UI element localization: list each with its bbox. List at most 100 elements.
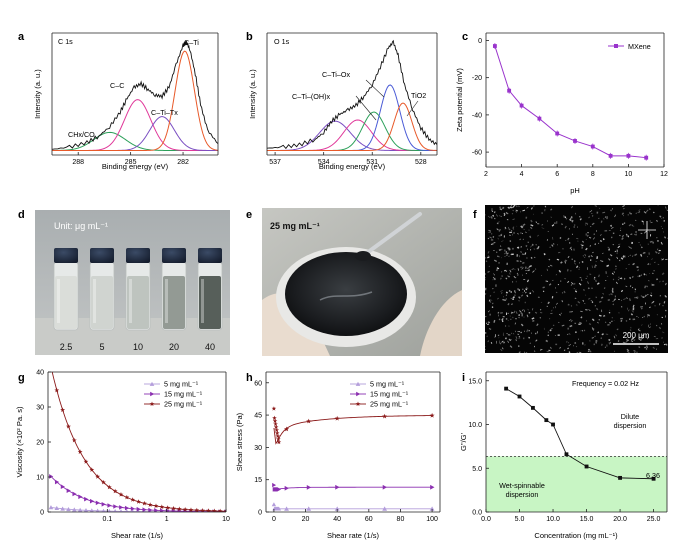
speckle bbox=[626, 348, 630, 352]
speckle bbox=[491, 306, 494, 308]
speckle bbox=[647, 256, 649, 258]
vial-20: 20 bbox=[161, 248, 187, 352]
speckle bbox=[584, 257, 586, 258]
speckle bbox=[515, 339, 517, 342]
speckle bbox=[601, 309, 603, 313]
speckle bbox=[602, 252, 604, 254]
speckle bbox=[519, 260, 522, 263]
speckle bbox=[555, 287, 557, 289]
speckle bbox=[645, 302, 646, 305]
speckle bbox=[505, 254, 508, 257]
g-y-tick-0-label: 0 bbox=[40, 510, 44, 517]
speckle bbox=[522, 292, 524, 294]
i-x-tick-3-label: 15.0 bbox=[580, 516, 594, 523]
speckle bbox=[546, 268, 548, 272]
speckle bbox=[579, 277, 582, 279]
viscosity-point-2-18 bbox=[153, 503, 159, 508]
speckle bbox=[550, 216, 552, 218]
speckle bbox=[577, 240, 579, 242]
viscosity-point-1-10 bbox=[107, 503, 112, 508]
speckle bbox=[659, 280, 661, 283]
viscosity-point-2-25 bbox=[194, 507, 200, 512]
speckle bbox=[524, 252, 527, 255]
speckle bbox=[650, 294, 653, 297]
vial-label-4: 40 bbox=[205, 342, 215, 352]
stress-point-1-3 bbox=[382, 484, 388, 490]
a-annot-c-c: C–C bbox=[110, 81, 124, 90]
speckle bbox=[574, 322, 577, 324]
b-title: O 1s bbox=[274, 37, 290, 46]
f-scale-label: 200 μm bbox=[623, 331, 650, 340]
speckle bbox=[519, 211, 522, 213]
speckle bbox=[490, 216, 493, 219]
fit-component-2 bbox=[52, 99, 218, 151]
speckle bbox=[518, 296, 521, 299]
speckle bbox=[488, 328, 492, 330]
speckle bbox=[618, 276, 620, 278]
speckle bbox=[607, 324, 610, 326]
speckle bbox=[627, 214, 629, 216]
vial-liquid-4 bbox=[199, 276, 221, 329]
speckle bbox=[610, 236, 613, 239]
speckle bbox=[510, 253, 512, 256]
speckle bbox=[658, 249, 661, 252]
speckle bbox=[493, 211, 496, 214]
viscosity-point-0-1 bbox=[54, 505, 60, 510]
speckle bbox=[659, 215, 662, 218]
speckle bbox=[656, 237, 658, 239]
speckle bbox=[561, 292, 564, 294]
speckle bbox=[610, 226, 614, 229]
speckle bbox=[522, 238, 525, 240]
speckle bbox=[587, 297, 591, 300]
speckle bbox=[648, 252, 650, 255]
speckle bbox=[573, 224, 576, 226]
speckle bbox=[578, 351, 582, 353]
speckle bbox=[485, 250, 486, 252]
x-tick-3-label: 528 bbox=[415, 159, 427, 166]
i-threshold-label: 6.36 bbox=[646, 471, 660, 480]
stress-point-1-0 bbox=[284, 485, 289, 491]
speckle bbox=[499, 214, 501, 217]
stress-point-near-2-1 bbox=[272, 415, 277, 421]
speckle bbox=[657, 263, 660, 266]
vial-label-3: 20 bbox=[169, 342, 179, 352]
speckle bbox=[644, 231, 645, 234]
speckle bbox=[572, 345, 574, 347]
speckle bbox=[636, 266, 639, 268]
speckle bbox=[615, 334, 617, 337]
speckle bbox=[612, 232, 615, 235]
speckle bbox=[591, 215, 594, 217]
viscosity-point-2-16 bbox=[141, 500, 147, 506]
stress-point-near-2-8 bbox=[276, 436, 281, 442]
viscosity-point-0-12 bbox=[119, 509, 123, 512]
speckle bbox=[622, 208, 625, 210]
speckle bbox=[507, 334, 511, 336]
speckle bbox=[587, 281, 589, 284]
speckle bbox=[509, 240, 512, 242]
speckle bbox=[638, 242, 640, 243]
speckle bbox=[499, 277, 502, 280]
speckle bbox=[555, 343, 558, 346]
speckle bbox=[650, 302, 653, 304]
speckle bbox=[485, 332, 487, 334]
e-paste-sheen bbox=[319, 291, 373, 301]
speckle bbox=[544, 208, 546, 212]
panel-letter-i: i bbox=[462, 372, 465, 384]
h-x-tick-3-label: 60 bbox=[365, 516, 373, 523]
speckle bbox=[590, 209, 593, 213]
speckle bbox=[558, 269, 562, 273]
speckle bbox=[520, 331, 523, 334]
speckle bbox=[643, 211, 647, 214]
speckle bbox=[512, 226, 514, 228]
speckle bbox=[657, 205, 659, 206]
speckle bbox=[644, 346, 646, 349]
h-legend: 5 mg mL⁻¹15 mg mL⁻¹25 mg mL⁻¹ bbox=[350, 380, 409, 409]
speckle bbox=[585, 320, 587, 322]
speckle bbox=[546, 305, 548, 308]
x-tick-1-label: 534 bbox=[318, 159, 330, 166]
speckle bbox=[637, 211, 639, 214]
speckle bbox=[508, 255, 510, 257]
speckle bbox=[517, 268, 519, 271]
speckle bbox=[485, 316, 487, 318]
panel-letter-f: f bbox=[473, 209, 477, 221]
